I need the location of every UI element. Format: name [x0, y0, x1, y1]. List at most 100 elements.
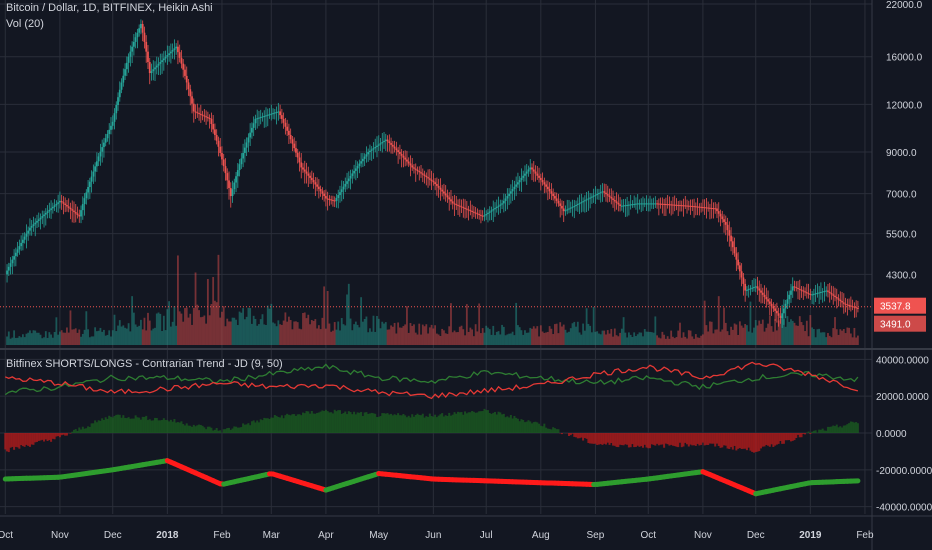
- histogram-bar: [560, 433, 563, 435]
- histogram-bar: [405, 417, 408, 433]
- volume-bar: [855, 337, 858, 345]
- volume-bar: [800, 322, 803, 345]
- candle-body: [591, 196, 593, 198]
- candle-body: [724, 221, 727, 225]
- candle-body: [464, 207, 466, 209]
- candle-body: [164, 56, 167, 59]
- histogram-bar: [735, 433, 738, 451]
- candle-body: [756, 286, 759, 289]
- histogram-bar: [397, 413, 400, 433]
- candle-body: [127, 56, 130, 63]
- volume-bar: [656, 335, 658, 345]
- histogram-bar: [502, 413, 505, 433]
- volume-bar: [746, 325, 748, 345]
- candle-body: [571, 206, 574, 208]
- candle-body: [455, 204, 458, 206]
- volume-bar: [414, 332, 417, 345]
- histogram-bar: [775, 433, 778, 445]
- histogram-bar: [134, 415, 137, 433]
- volume-bar: [147, 312, 149, 345]
- volume-bar: [583, 330, 586, 345]
- histogram-bar: [263, 417, 266, 433]
- candle-body: [754, 286, 757, 288]
- candle-body: [451, 201, 454, 204]
- histogram-bar: [131, 418, 134, 433]
- volume-bar: [469, 327, 472, 345]
- volume-bar: [747, 331, 750, 345]
- candle-body: [689, 205, 692, 207]
- candle-body: [515, 184, 518, 187]
- candle-body: [444, 193, 447, 196]
- volume-bar: [582, 323, 584, 345]
- histogram-bar: [309, 413, 312, 433]
- volume-bar: [835, 329, 838, 345]
- volume-bar: [520, 330, 523, 345]
- volume-bar: [155, 313, 158, 345]
- volume-bar: [124, 327, 126, 345]
- histogram-bar: [464, 411, 467, 433]
- volume-bar: [517, 325, 519, 345]
- volume-bar: [25, 333, 28, 345]
- histogram-bar: [812, 430, 815, 433]
- volume-bar: [846, 327, 849, 345]
- volume-bar: [324, 328, 327, 345]
- volume-bar: [797, 325, 799, 345]
- volume-bar: [423, 326, 426, 345]
- volume-bar: [786, 316, 789, 345]
- candle-body: [612, 198, 614, 200]
- candle-body: [124, 69, 126, 76]
- histogram-bar: [228, 427, 231, 433]
- histogram-bar: [58, 433, 61, 438]
- volume-bar: [309, 324, 311, 345]
- histogram-bar: [573, 433, 576, 437]
- time-tick-label: Dec: [747, 530, 765, 541]
- volume-bar: [273, 323, 276, 345]
- candle-body: [834, 295, 836, 298]
- volume-bar: [647, 331, 650, 345]
- volume-bar: [101, 331, 104, 345]
- candle-body: [767, 299, 769, 302]
- volume-bar: [217, 254, 220, 345]
- price-tick-label: 16000.0: [886, 53, 923, 64]
- candle-body: [103, 142, 105, 148]
- histogram-bar: [43, 433, 46, 442]
- volume-bar: [73, 329, 75, 345]
- volume-bar: [420, 334, 422, 345]
- histogram-bar: [804, 433, 807, 435]
- volume-bar: [562, 324, 565, 345]
- candle-body: [835, 297, 838, 299]
- volume-bar: [740, 325, 743, 345]
- candle-body: [51, 206, 54, 209]
- histogram-bar: [666, 433, 669, 445]
- candle-body: [43, 214, 45, 217]
- histogram-bar: [44, 433, 47, 440]
- histogram-bar: [335, 411, 338, 433]
- histogram-bar: [256, 420, 259, 433]
- time-tick-label: Aug: [532, 530, 550, 541]
- histogram-bar: [323, 411, 326, 433]
- candle-body: [518, 180, 521, 183]
- volume-bar: [171, 321, 174, 345]
- volume-bar: [88, 337, 91, 345]
- histogram-bar: [240, 427, 243, 433]
- candle-body: [631, 204, 634, 206]
- histogram-bar: [347, 411, 350, 433]
- volume-bar: [478, 303, 481, 345]
- candle-body: [786, 299, 789, 304]
- volume-bar: [37, 332, 40, 345]
- histogram-bar: [777, 433, 780, 444]
- volume-bar: [684, 336, 687, 345]
- histogram-bar: [219, 430, 222, 433]
- histogram-bar: [32, 433, 35, 445]
- candle-body: [592, 195, 595, 197]
- volume-bar: [821, 332, 824, 345]
- volume-bar: [58, 331, 61, 345]
- candle-body: [161, 60, 163, 63]
- volume-bar: [832, 328, 835, 345]
- histogram-bar: [148, 419, 151, 433]
- candle-body: [513, 186, 516, 189]
- volume-bar: [622, 317, 625, 345]
- volume-bar: [548, 326, 551, 345]
- volume-bar: [228, 321, 230, 345]
- candle-body: [87, 186, 89, 193]
